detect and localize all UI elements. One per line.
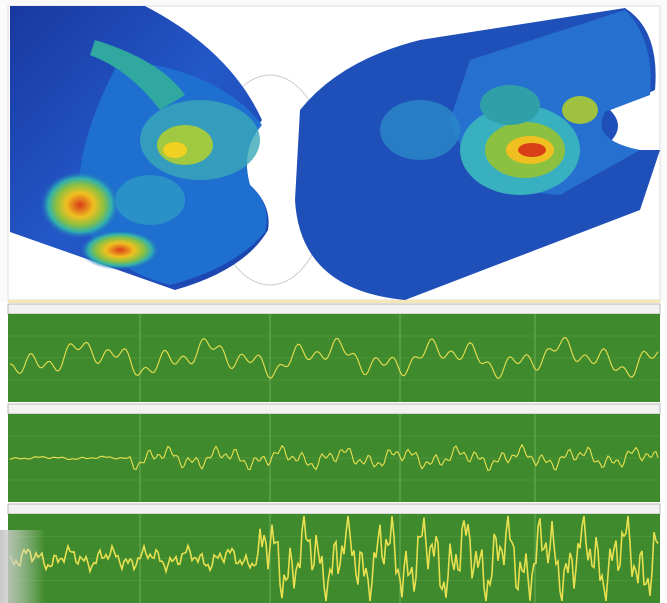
- panel-header: [8, 504, 660, 514]
- panel-header: [8, 304, 660, 314]
- corner-shade: [0, 530, 45, 603]
- divider: [8, 300, 660, 303]
- screenshot: [0, 0, 667, 603]
- panel-header: [8, 404, 660, 414]
